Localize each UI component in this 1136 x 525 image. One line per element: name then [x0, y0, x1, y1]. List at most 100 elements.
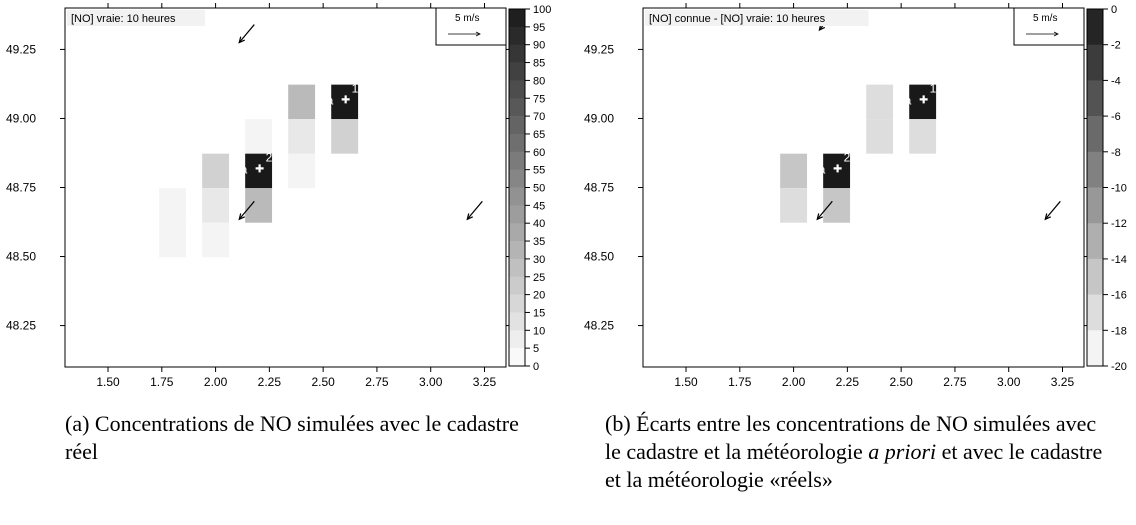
heatmap-cell	[823, 188, 851, 223]
y-tick-label: 48.25	[584, 319, 614, 333]
colorbar-segment	[509, 26, 525, 45]
wind-legend-box	[435, 7, 507, 46]
wind-arrow-head	[238, 36, 245, 44]
station-index: 1	[352, 81, 359, 95]
heatmap-cell	[202, 222, 230, 258]
y-tick-label: 48.50	[584, 250, 614, 264]
colorbar-tick-label: -8	[1111, 147, 1121, 159]
colorbar-tick-label: -14	[1111, 254, 1127, 266]
wind-legend-label: 5 m/s	[455, 13, 479, 24]
colorbar-tick-label: 80	[533, 75, 545, 87]
colorbar-segment	[509, 241, 525, 260]
colorbar-tick-label: -20	[1111, 361, 1127, 373]
station-marker	[919, 95, 928, 104]
wind-arrow-head	[1044, 213, 1051, 221]
x-tick-label: 2.25	[258, 375, 282, 389]
x-tick-label: 2.75	[943, 375, 967, 389]
colorbar-segment	[509, 330, 525, 349]
colorbar-tick-label: 90	[533, 40, 545, 52]
wind-arrow	[1044, 200, 1061, 220]
colorbar-tick-label: -16	[1111, 290, 1127, 302]
colorbar-segment	[509, 348, 525, 367]
colorbar-segment	[1087, 187, 1103, 224]
caption-b-text-1: (b) Écarts entre les concentrations de N…	[605, 411, 1097, 464]
x-tick-label: 1.50	[674, 375, 698, 389]
chart-b: a 1 a 2 [NO] connue - [NO] vraie: 10 heures 5…	[584, 3, 1127, 389]
colorbar-tick-label: -4	[1111, 75, 1121, 87]
colorbar-tick-label: 65	[533, 129, 545, 141]
heatmap-cell	[780, 188, 808, 223]
station-label: a	[241, 162, 248, 176]
colorbar-segment	[509, 276, 525, 295]
colorbar-segment	[509, 187, 525, 206]
heatmap-cell	[288, 84, 316, 120]
colorbar-segment	[509, 44, 525, 63]
wind-arrow	[816, 200, 833, 220]
wind-arrow-head	[466, 213, 473, 221]
plot-title-bg	[67, 10, 206, 26]
plot-title: [NO] connue - [NO] vraie: 10 heures	[649, 13, 826, 25]
wind-legend-box	[1013, 7, 1085, 46]
colorbar-tick-label: 10	[533, 325, 545, 337]
colorbar-tick-label: 45	[533, 200, 545, 212]
station-marker	[255, 164, 264, 173]
station-index: 1	[930, 81, 937, 95]
colorbar-tick-label: -2	[1111, 40, 1121, 52]
y-tick-label: 48.50	[6, 250, 36, 264]
colorbar-tick-label: 0	[533, 361, 539, 373]
y-tick-label: 48.25	[6, 319, 36, 333]
colorbar-tick-label: 95	[533, 22, 545, 34]
wind-arrow	[466, 200, 483, 220]
colorbar-segment	[1087, 80, 1103, 117]
colorbar-tick-label: -6	[1111, 111, 1121, 123]
colorbar-tick-label: 100	[533, 4, 551, 16]
colorbar-segment	[1087, 9, 1103, 45]
heatmap-cell	[866, 119, 894, 154]
wind-arrow	[238, 24, 255, 43]
x-tick-label: 2.00	[204, 375, 228, 389]
colorbar-segment	[1087, 294, 1103, 331]
colorbar-segment	[1087, 151, 1103, 188]
colorbar-tick-label: 85	[533, 58, 545, 70]
heatmap-cell	[245, 119, 273, 154]
figure-canvas: a 1 a 2 [NO] vraie: 10 heures 5 m/s 1.50 1.75 2.…	[6, 3, 1127, 389]
colorbar-tick-label: 50	[533, 183, 545, 195]
x-tick-label: 2.50	[311, 375, 335, 389]
wind-legend-arrow-head	[1053, 31, 1059, 37]
x-tick-label: 2.25	[836, 375, 860, 389]
y-tick-label: 49.25	[584, 42, 614, 56]
colorbar-segment	[509, 205, 525, 224]
colorbar-tick-label: 60	[533, 147, 545, 159]
wind-arrow-head	[238, 213, 245, 221]
colorbar-segment	[509, 62, 525, 81]
colorbar-tick-label: 5	[533, 343, 539, 355]
wind-arrow-head	[818, 24, 826, 32]
plot-frame	[642, 7, 1085, 368]
chart-a: a 1 a 2 [NO] vraie: 10 heures 5 m/s 1.50 1.75 2.…	[6, 3, 551, 389]
station-label: a	[819, 162, 826, 176]
y-tick-label: 49.25	[6, 42, 36, 56]
heatmap-cell	[909, 119, 937, 154]
colorbar-segment	[509, 169, 525, 188]
heatmap-cell	[202, 153, 230, 189]
colorbar-tick-label: 75	[533, 93, 545, 105]
plot-frame	[64, 7, 507, 368]
colorbar-tick-label: 0	[1111, 4, 1117, 16]
x-tick-label: 2.00	[782, 375, 806, 389]
heatmap-cell	[288, 153, 316, 189]
colorbar-tick-label: 35	[533, 236, 545, 248]
caption-b: (b) Écarts entre les concentrations de N…	[605, 410, 1115, 494]
colorbar-segment	[509, 151, 525, 170]
colorbar-tick-label: 20	[533, 290, 545, 302]
heatmap-cell	[159, 188, 187, 223]
heatmap-cell	[331, 119, 359, 154]
colorbar-segment	[1087, 330, 1103, 367]
colorbar-tick-label: -10	[1111, 183, 1127, 195]
colorbar-segment	[509, 80, 525, 99]
x-tick-label: 1.75	[728, 375, 752, 389]
colorbar-segment	[509, 133, 525, 153]
colorbar-segment	[509, 9, 525, 28]
heatmap-cell	[780, 153, 808, 189]
x-tick-label: 1.75	[150, 375, 174, 389]
colorbar-tick-label: 40	[533, 218, 545, 230]
